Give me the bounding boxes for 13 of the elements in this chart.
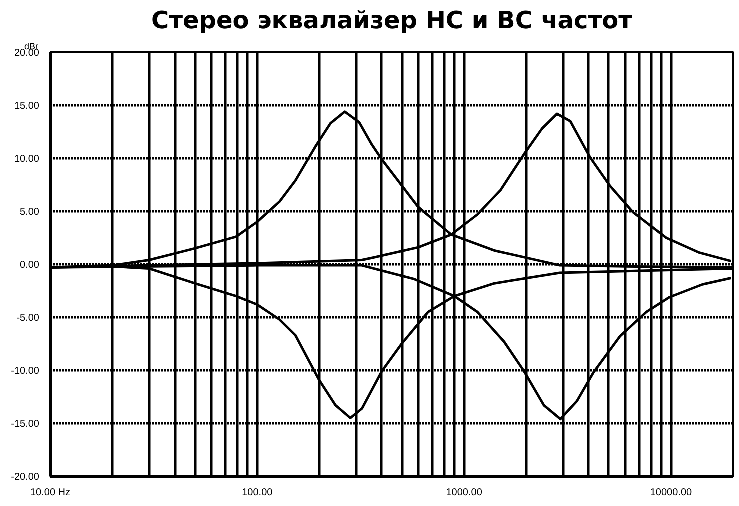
y-tick-label: 5.00 xyxy=(20,207,40,218)
x-tick-label: 10.00 Hz xyxy=(30,488,71,498)
y-tick-label: 0.00 xyxy=(20,260,40,271)
y-tick-label: 10.00 xyxy=(14,154,40,165)
y-tick-label: -5.00 xyxy=(16,313,40,324)
y-tick-label: 15.00 xyxy=(14,101,40,112)
x-tick-label: 100.00 xyxy=(242,488,274,498)
x-tick-label: 10000.00 xyxy=(650,488,693,498)
y-tick-label: -20.00 xyxy=(11,472,40,483)
x-tick-label: 1000.00 xyxy=(446,488,483,498)
y-tick-label: -10.00 xyxy=(11,366,40,377)
chart-title: Стерео эквалайзер НС и ВС частот xyxy=(151,6,633,34)
y-tick-label: -15.00 xyxy=(11,419,40,430)
